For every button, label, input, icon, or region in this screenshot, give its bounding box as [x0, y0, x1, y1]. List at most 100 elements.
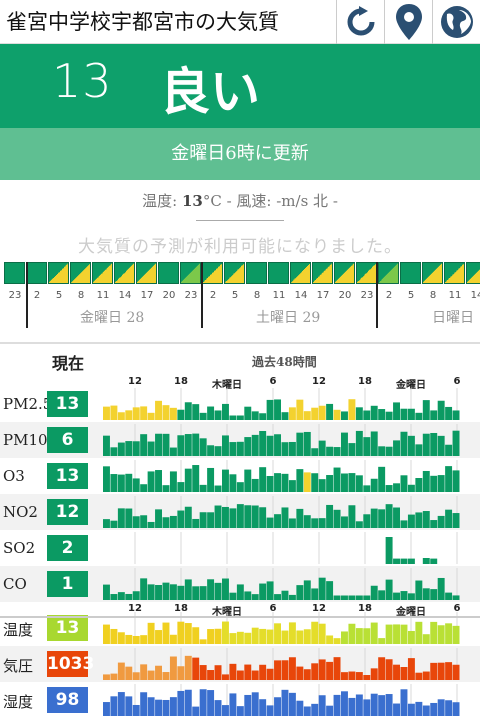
history-bar	[162, 485, 170, 492]
history-bar	[147, 471, 155, 492]
forecast-cell[interactable]	[246, 262, 267, 284]
pollutant-label: PM10	[3, 431, 48, 449]
history-bar	[251, 692, 259, 716]
history-bar	[393, 507, 400, 528]
history-bar	[184, 506, 192, 528]
forecast-cell[interactable]	[422, 262, 443, 284]
forecast-cell[interactable]	[224, 262, 245, 284]
forecast-cell[interactable]	[290, 262, 311, 284]
history-bar	[326, 446, 334, 456]
history-bar	[199, 639, 207, 644]
history-bar-chart	[103, 568, 460, 600]
history-bar	[311, 473, 319, 492]
history-bar	[192, 657, 200, 680]
forecast-cell[interactable]	[180, 262, 201, 284]
history-bar	[430, 432, 438, 456]
history-bar-chart	[103, 496, 460, 528]
time-axis-label: 18	[174, 376, 188, 387]
history-bar	[415, 478, 423, 492]
history-bar	[110, 673, 118, 680]
forecast-cell[interactable]	[400, 262, 421, 284]
forecast-cell[interactable]	[466, 262, 480, 284]
history-bar	[184, 655, 192, 680]
history-bar	[333, 447, 341, 456]
history-bar	[155, 665, 162, 680]
history-bar	[169, 634, 177, 644]
history-bar	[155, 433, 162, 456]
forecast-hour-label: 14	[470, 290, 480, 301]
history-bar	[259, 507, 267, 528]
history-bar	[400, 558, 408, 564]
forecast-hour-label: 8	[429, 290, 437, 301]
forecast-hour-label: 2	[385, 290, 393, 301]
forecast-strip[interactable]	[4, 262, 480, 284]
history-bar	[132, 635, 140, 644]
history-bar	[363, 675, 371, 680]
history-row-no2[interactable]: NO2 12	[0, 494, 480, 530]
forecast-cell[interactable]	[356, 262, 377, 284]
history-bar	[229, 633, 237, 644]
history-bar	[407, 514, 415, 528]
history-bar	[430, 410, 438, 420]
temperature-value: 13	[181, 192, 203, 210]
history-bar	[288, 518, 296, 528]
history-row-o3[interactable]: O3 13	[0, 458, 480, 494]
forecast-cell[interactable]	[378, 262, 399, 284]
forecast-cell[interactable]	[444, 262, 465, 284]
forecast-cell[interactable]	[334, 262, 355, 284]
history-bar	[326, 475, 334, 492]
history-bar	[236, 504, 244, 528]
history-row-temp[interactable]: 温度 13	[0, 610, 480, 646]
history-bar	[177, 510, 185, 528]
history-bar	[222, 674, 229, 680]
history-row-humidity[interactable]: 湿度 98	[0, 682, 480, 716]
forecast-cell[interactable]	[312, 262, 333, 284]
history-bar	[140, 664, 148, 680]
history-row-pm25[interactable]: PM2.5 13	[0, 386, 480, 422]
forecast-cell[interactable]	[158, 262, 179, 284]
refresh-icon	[347, 6, 374, 36]
past-48h-header: 過去48時間	[252, 355, 317, 369]
history-row-so2[interactable]: SO2 2	[0, 530, 480, 566]
history-bar	[147, 441, 155, 456]
history-bar	[155, 470, 162, 492]
forecast-cell[interactable]	[92, 262, 113, 284]
forecast-cell[interactable]	[26, 262, 47, 284]
history-bar	[103, 584, 110, 600]
history-bar	[303, 515, 311, 528]
history-bar	[117, 592, 125, 600]
forecast-message[interactable]: 大気質の予測が利用可能になりました。	[78, 237, 402, 257]
history-bar	[363, 595, 371, 600]
location-button[interactable]	[384, 0, 432, 44]
history-bar	[370, 431, 378, 456]
history-bar	[370, 478, 378, 492]
forecast-cell[interactable]	[114, 262, 135, 284]
history-bar	[452, 513, 460, 528]
history-bar	[192, 706, 200, 716]
refresh-button[interactable]	[336, 0, 384, 44]
history-bar	[341, 411, 348, 420]
forecast-cell[interactable]	[268, 262, 289, 284]
forecast-cell[interactable]	[136, 262, 157, 284]
history-bar	[103, 406, 110, 420]
history-bar	[169, 584, 177, 600]
history-bar-chart	[134, 532, 458, 564]
forecast-cell[interactable]	[4, 262, 25, 284]
history-bar	[147, 521, 155, 528]
forecast-cell[interactable]	[202, 262, 223, 284]
history-bar	[229, 693, 237, 716]
history-bar	[207, 445, 215, 456]
history-bar	[117, 412, 125, 420]
current-header: 現在	[52, 354, 85, 373]
history-bar	[177, 482, 185, 492]
history-bar	[110, 594, 118, 600]
globe-button[interactable]	[432, 0, 480, 44]
history-bar	[296, 399, 304, 420]
history-row-co[interactable]: CO 1	[0, 566, 480, 602]
time-axis-label: 6	[269, 376, 277, 387]
history-row-pressure[interactable]: 気圧 1033	[0, 646, 480, 682]
history-row-pm10[interactable]: PM10 6	[0, 422, 480, 458]
history-bar	[430, 520, 438, 528]
forecast-cell[interactable]	[70, 262, 91, 284]
forecast-cell[interactable]	[48, 262, 69, 284]
